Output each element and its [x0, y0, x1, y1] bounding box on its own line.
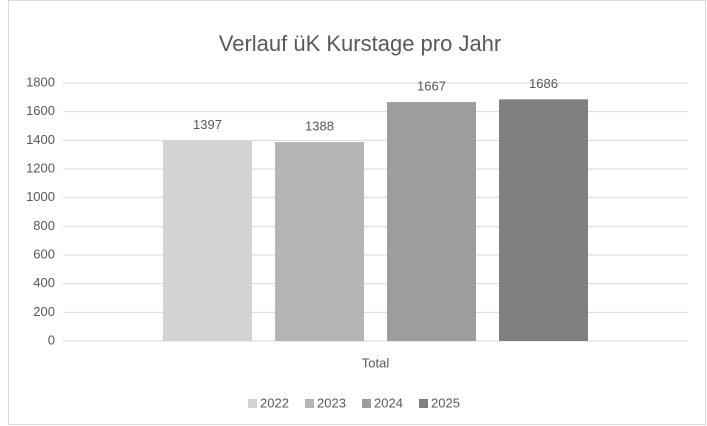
y-tick-label: 400 [33, 275, 55, 290]
legend-swatch [362, 399, 371, 408]
y-tick-label: 800 [33, 218, 55, 233]
bar [387, 102, 476, 342]
bar [499, 99, 588, 341]
y-tick-label: 1800 [26, 74, 55, 89]
bar [163, 140, 252, 341]
legend-swatch [305, 399, 314, 408]
legend-swatch [248, 399, 257, 408]
chart-title: Verlauf üK Kurstage pro Jahr [219, 31, 502, 56]
y-tick-label: 0 [48, 332, 55, 347]
data-label: 1686 [529, 76, 558, 91]
legend-swatch [419, 399, 428, 408]
legend-label: 2022 [260, 395, 289, 410]
data-label: 1667 [417, 79, 446, 94]
y-tick-label: 200 [33, 304, 55, 319]
data-label: 1388 [305, 118, 334, 133]
legend-label: 2025 [431, 395, 460, 410]
data-label: 1397 [193, 117, 222, 132]
bar [275, 142, 364, 341]
legend-label: 2023 [317, 395, 346, 410]
legend-label: 2024 [374, 395, 403, 410]
y-tick-label: 1600 [26, 103, 55, 118]
y-tick-label: 600 [33, 246, 55, 261]
y-tick-label: 1000 [26, 189, 55, 204]
x-tick-label: Total [362, 355, 390, 370]
y-tick-label: 1400 [26, 132, 55, 147]
y-tick-label: 1200 [26, 160, 55, 175]
